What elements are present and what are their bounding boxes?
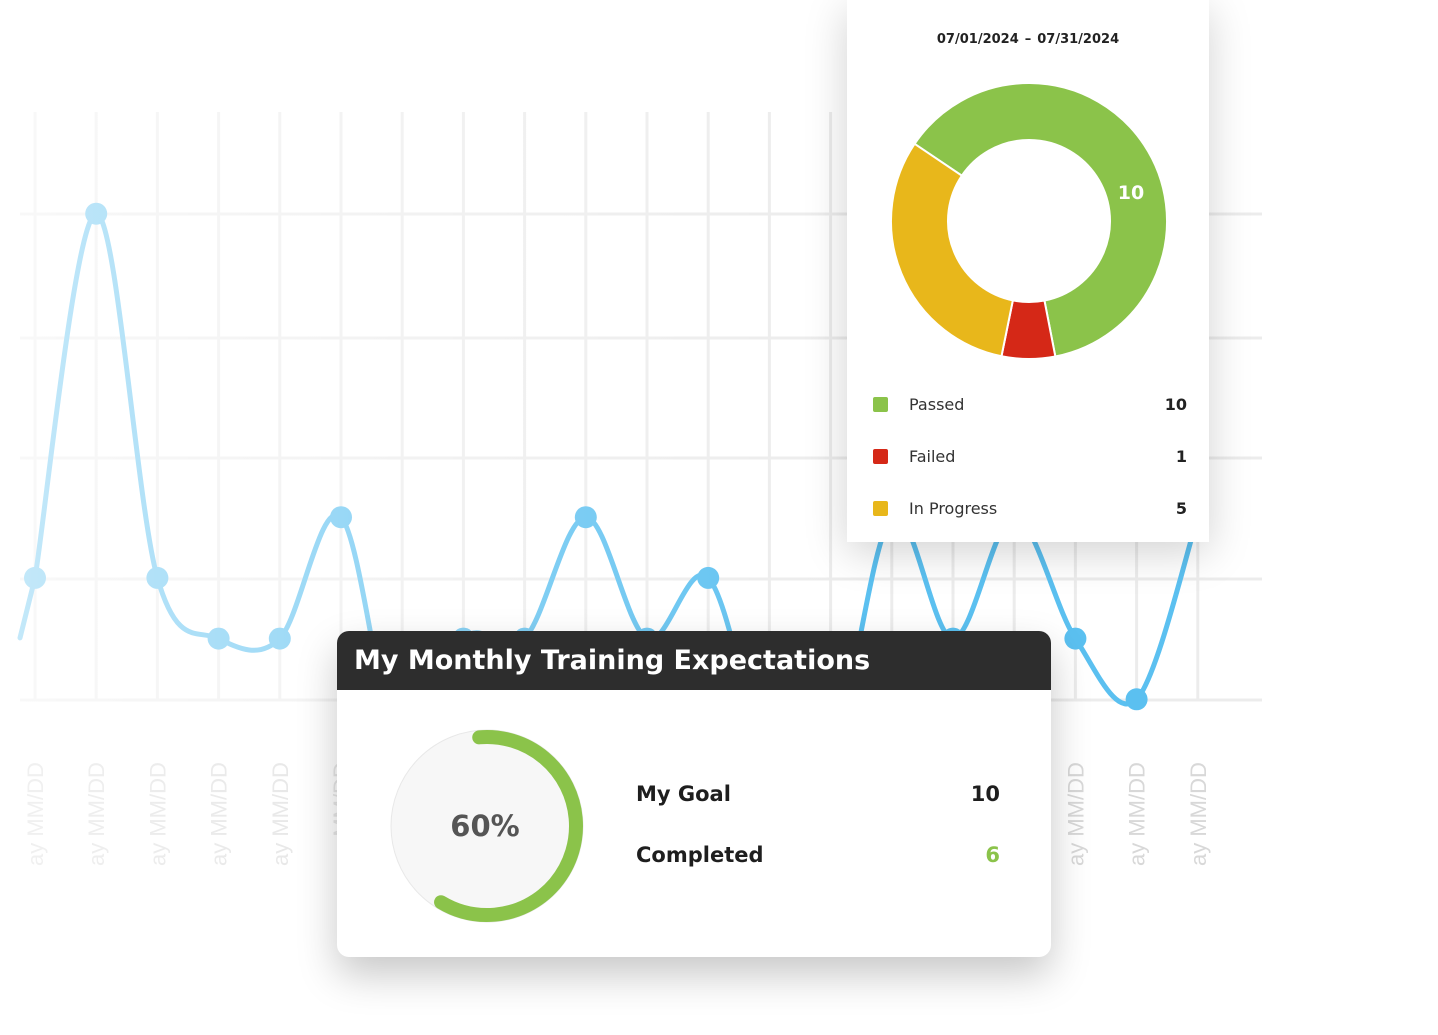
goal-row: My Goal 10 [636,777,1000,811]
legend-label-failed: Failed [909,446,956,466]
goal-label: My Goal [636,782,731,806]
date-range: 07/01/2024–07/31/2024 [847,32,1209,47]
legend-value-failed: 1 [1175,446,1187,466]
progress-ring-arc [391,730,583,922]
status-donut-chart: 10 [890,82,1168,360]
donut-passed-label: 10 [1118,182,1144,204]
monthly-training-card: My Monthly Training Expectations 60% My … [337,631,1051,957]
donut-slice-in-progress [890,142,1015,358]
card-title: My Monthly Training Expectations [354,645,871,676]
date-range-separator: – [1024,32,1032,47]
goal-value: 10 [970,782,1000,806]
legend-item-failed: Failed 1 [873,444,1187,468]
legend-item-passed: Passed 10 [873,392,1187,416]
legend-label-passed: Passed [909,394,965,414]
completed-value: 6 [985,843,1000,867]
legend-swatch-passed [873,396,888,412]
legend-swatch-failed [873,448,888,464]
date-range-end: 07/31/2024 [1037,32,1120,47]
legend-label-in-progress: In Progress [909,498,998,518]
donut-slice-passed [913,82,1168,358]
legend-value-passed: 10 [1164,394,1187,414]
legend-swatch-in-progress [873,500,888,516]
status-donut-card: 07/01/2024–07/31/2024 10 Passed 10 Faile… [847,0,1209,542]
card-header: My Monthly Training Expectations [337,631,1051,690]
legend-value-in-progress: 5 [1175,498,1187,518]
progress-ring: 60% [390,729,584,923]
legend-item-in-progress: In Progress 5 [873,496,1187,520]
completed-row: Completed 6 [636,838,1000,872]
date-range-start: 07/01/2024 [936,32,1019,47]
progress-percent-label: 60% [450,809,519,843]
completed-label: Completed [636,843,764,867]
